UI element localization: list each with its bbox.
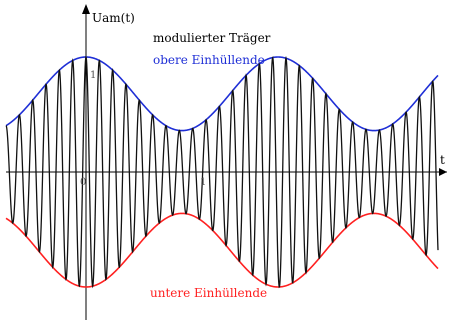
- legend-upper-envelope: obere Einhüllende: [153, 53, 265, 67]
- legend-lower-envelope: untere Einhüllende: [150, 286, 267, 300]
- y-tick-label-top: 1: [90, 70, 96, 81]
- x-axis-arrow: [439, 168, 447, 176]
- lower-envelope-line: [5, 212, 439, 288]
- x-tick-label-origin: 0: [80, 177, 86, 188]
- y-axis-arrow: [82, 4, 90, 14]
- x-axis-label: t: [440, 153, 445, 167]
- y-axis-label: Uam(t): [92, 11, 135, 25]
- legend-carrier: modulierter Träger: [153, 31, 271, 45]
- modulated-carrier-line: [5, 55, 439, 289]
- x-tick-label-mid: 1: [200, 177, 206, 188]
